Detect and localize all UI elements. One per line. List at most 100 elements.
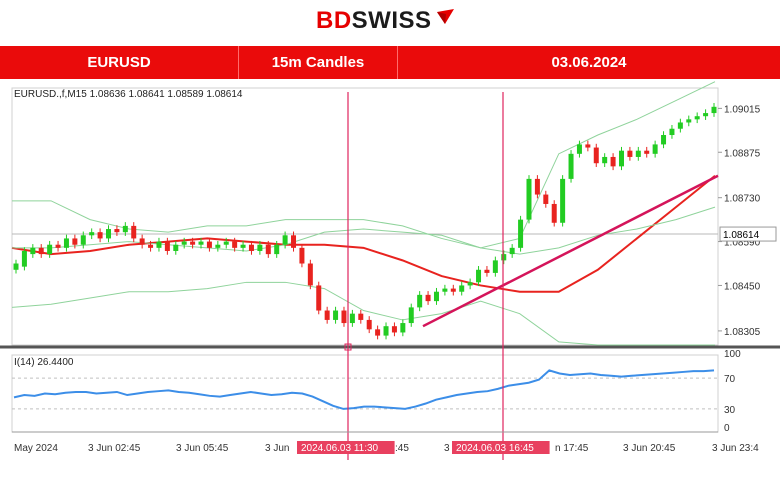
candle-body xyxy=(274,244,280,255)
time-tick-label: 3 Jun 23:4 xyxy=(712,443,759,454)
candle-body xyxy=(114,229,120,233)
candle-body xyxy=(63,238,69,248)
brand-wordmark: BDSWISS xyxy=(316,7,432,35)
price-chart[interactable]: 1.09015 1.08875 1.08730 1.08590 1.08450 1.083… xyxy=(0,80,780,483)
header-divider xyxy=(238,46,239,79)
candle-body xyxy=(223,241,229,245)
chart-canvas[interactable]: 1.09015 1.08875 1.08730 1.08590 1.08450 1.083… xyxy=(0,80,780,483)
candle-body xyxy=(341,310,347,324)
candle-body xyxy=(265,244,271,255)
brand-flag-icon xyxy=(437,9,454,24)
candle-body xyxy=(349,313,355,324)
candle-body xyxy=(610,156,616,167)
moving-average-line xyxy=(11,174,716,293)
brand-bd: BD xyxy=(316,7,352,34)
candle-body xyxy=(450,288,456,292)
candle-body xyxy=(257,244,263,251)
candle-body xyxy=(417,294,423,308)
candle-body xyxy=(711,106,717,114)
candle-body xyxy=(686,119,692,123)
time-tick-label: May 2024 xyxy=(14,443,58,454)
candle-body xyxy=(206,241,212,248)
candle-body xyxy=(248,244,254,251)
candle-body xyxy=(366,319,372,330)
candle-body xyxy=(215,244,221,248)
candle-body xyxy=(703,113,709,117)
candle-body xyxy=(282,235,288,245)
time-tick-label: 3 Jun xyxy=(265,443,289,454)
rsi-tick-label: 100 xyxy=(724,349,741,360)
price-tick-label: 1.08875 xyxy=(724,148,761,159)
candle-body xyxy=(593,147,599,164)
candle-body xyxy=(299,247,305,264)
candle-body xyxy=(156,241,162,248)
candle-body xyxy=(190,241,196,245)
candle-body xyxy=(635,150,641,157)
current-price-box xyxy=(719,226,777,242)
time-marker-badge xyxy=(297,441,395,454)
rsi-tick-label: 70 xyxy=(724,374,736,385)
candle-body xyxy=(400,323,406,333)
candle-body xyxy=(484,269,490,273)
candle-body xyxy=(534,178,540,195)
candle-body xyxy=(131,225,137,239)
price-tick-label: 1.08305 xyxy=(724,327,761,338)
candle-body xyxy=(602,156,608,164)
candle-body xyxy=(55,244,61,248)
rsi-pane xyxy=(11,354,719,433)
candle-body xyxy=(80,235,86,245)
rsi-line xyxy=(13,369,715,410)
bollinger-middle-line xyxy=(12,206,716,255)
candle-body xyxy=(240,244,246,248)
time-marker-label: 2024.06.03 11:30 xyxy=(301,443,379,454)
candle-body xyxy=(291,235,297,248)
candle-body xyxy=(576,144,582,154)
time-tick-label: :45 xyxy=(395,443,409,454)
candle-body xyxy=(568,153,574,179)
date-label: 03.06.2024 xyxy=(551,54,627,71)
candle-body xyxy=(585,144,591,148)
bollinger-upper-line xyxy=(12,81,716,249)
candle-body xyxy=(333,310,339,320)
candle-body xyxy=(97,232,103,239)
candle-body xyxy=(627,150,633,157)
candle-body xyxy=(442,288,448,292)
candle-body xyxy=(38,247,44,255)
candle-body xyxy=(492,260,498,273)
symbol-label: EURUSD xyxy=(87,54,151,71)
time-tick-label: n 17:45 xyxy=(555,443,589,454)
time-marker-anchor xyxy=(344,343,352,351)
candle-body xyxy=(459,285,465,292)
header-bar: EURUSD 15m Candles 03.06.2024 xyxy=(0,46,780,79)
price-tick-label: 1.09015 xyxy=(724,104,761,115)
rsi-label: I(14) 26.4400 xyxy=(14,357,74,368)
candle-body xyxy=(122,225,128,233)
brand-swiss: SWISS xyxy=(351,7,432,34)
candle-body xyxy=(669,128,675,136)
candle-body xyxy=(694,116,700,120)
rsi-tick-label: 0 xyxy=(724,423,730,434)
candle-body xyxy=(433,291,439,302)
candle-body xyxy=(173,244,179,251)
current-price-label: 1.08614 xyxy=(723,230,760,241)
candle-body xyxy=(383,326,389,336)
candle-body xyxy=(476,269,482,283)
header-divider xyxy=(397,46,398,79)
candle-body xyxy=(618,150,624,167)
brand-logo: BDSWISS xyxy=(0,0,780,40)
time-tick-label: 3 Jun 05:45 xyxy=(176,443,229,454)
candle-body xyxy=(232,241,238,248)
candle-body xyxy=(181,241,187,245)
candle-body xyxy=(13,263,19,270)
candle-body xyxy=(509,247,515,255)
time-marker-badge xyxy=(452,441,550,454)
candle-body xyxy=(501,254,507,261)
rsi-tick-label: 30 xyxy=(724,405,736,416)
time-tick-label: 3 xyxy=(444,443,450,454)
candle-body xyxy=(518,219,524,248)
candle-body xyxy=(89,232,95,236)
candle-body xyxy=(21,250,27,267)
candle-body xyxy=(652,144,658,154)
price-tick-label: 1.08730 xyxy=(724,194,761,205)
candle-body xyxy=(391,326,397,333)
